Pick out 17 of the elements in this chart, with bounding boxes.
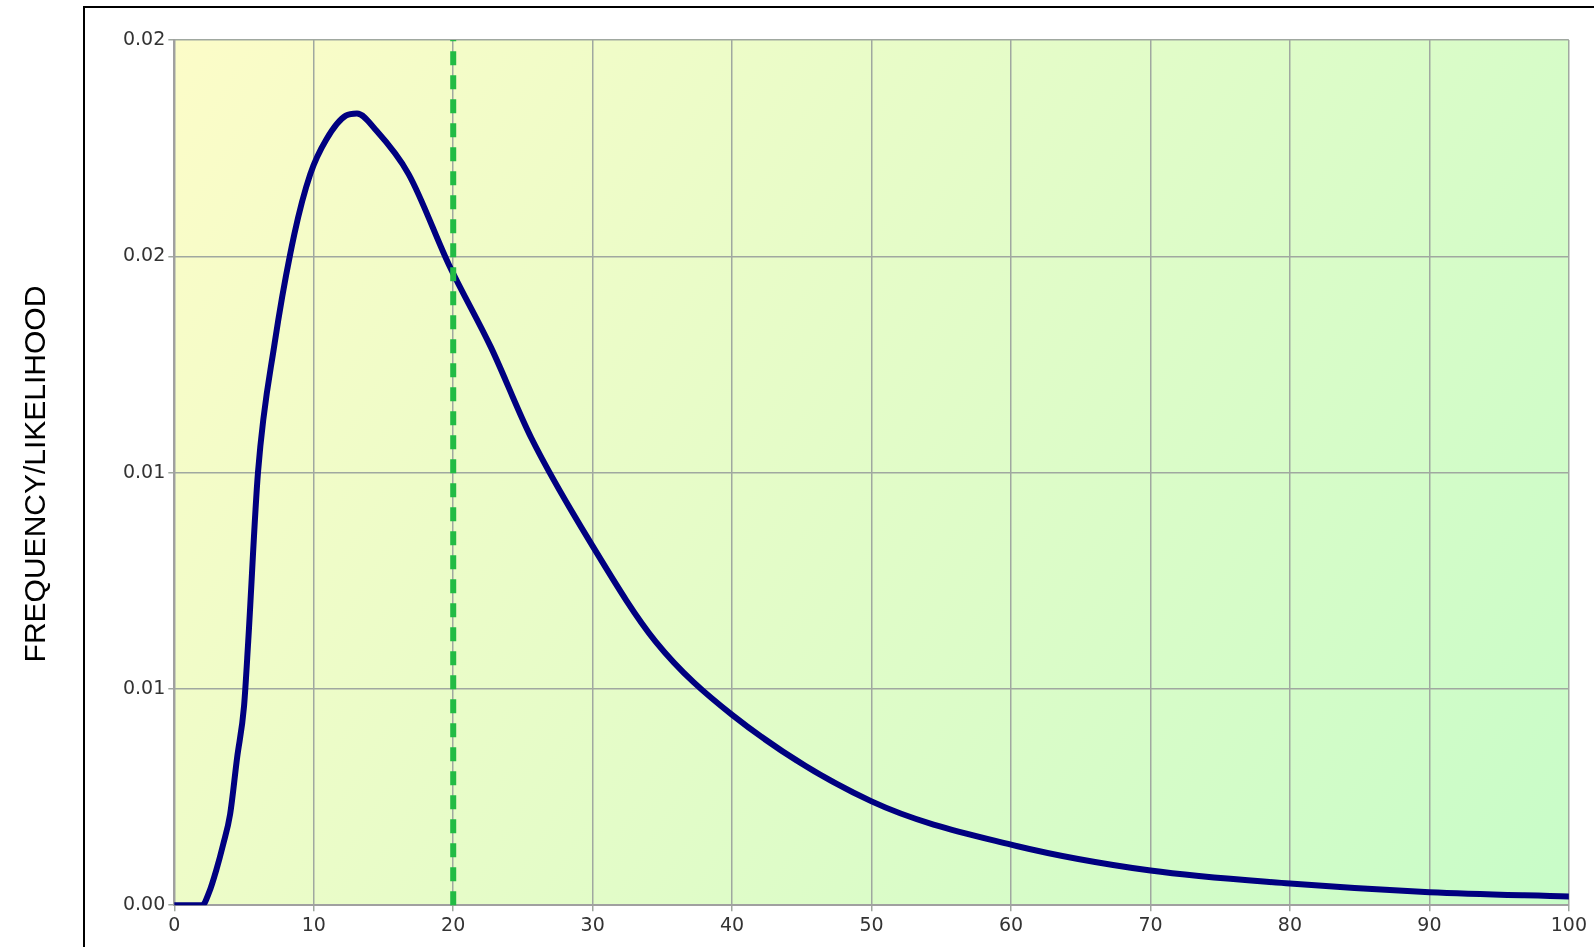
x-tick-label: 90 — [1417, 912, 1442, 935]
y-tick-label: 0.02 — [122, 243, 166, 266]
y-tick-label: 0.01 — [122, 459, 166, 482]
x-tick-label: 100 — [1550, 912, 1587, 935]
x-tick-label: 10 — [301, 912, 326, 935]
x-tick-label: 70 — [1138, 912, 1163, 935]
x-tick-label: 50 — [859, 912, 884, 935]
y-tick-label: 0.01 — [122, 675, 166, 698]
x-tick-label: 80 — [1277, 912, 1303, 935]
x-tick-label: 60 — [998, 912, 1024, 935]
x-tick-label: 30 — [580, 912, 605, 935]
y-tick-label: 0.00 — [122, 892, 166, 915]
x-tick-label: 20 — [441, 912, 466, 935]
x-tick-label: 0 — [168, 912, 181, 935]
y-tick-label: 0.02 — [122, 26, 166, 49]
x-tick-label: 40 — [720, 912, 745, 935]
y-axis-title: FREQUENCY/LIKELIHOOD — [18, 285, 52, 662]
